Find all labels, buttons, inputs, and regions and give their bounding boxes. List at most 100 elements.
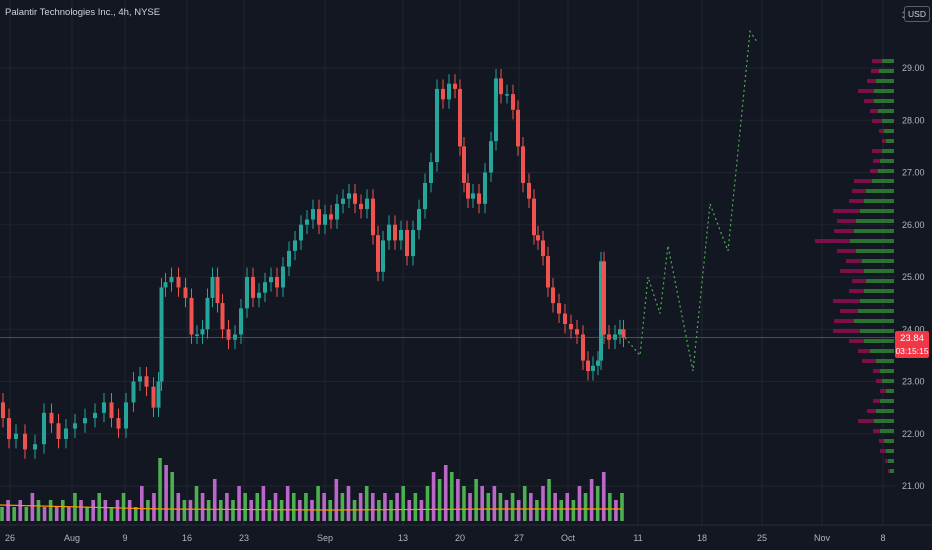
x-tick-label: 13 <box>398 533 408 543</box>
volume-bar <box>565 493 570 521</box>
volume-bar <box>601 472 606 521</box>
volume-bar <box>377 500 381 521</box>
x-tick-label: 8 <box>880 533 885 543</box>
profile-bar-down <box>854 179 872 183</box>
profile-bar-down <box>834 229 854 233</box>
volume-bar <box>255 493 260 521</box>
volume-bar <box>456 479 460 521</box>
profile-bar-down <box>862 359 876 363</box>
volume-bar <box>146 500 150 521</box>
profile-bar-down <box>867 79 876 83</box>
volume-bar <box>176 493 181 521</box>
candle-body <box>371 198 375 236</box>
candle-body <box>557 303 561 314</box>
profile-bar-down <box>852 279 866 283</box>
candle-body <box>613 334 617 340</box>
profile-bar-down <box>870 109 878 113</box>
volume-bar <box>322 493 326 521</box>
volume-bar <box>48 500 53 521</box>
profile-bar-down <box>833 329 860 333</box>
x-tick-label: 11 <box>633 533 642 543</box>
candle-body <box>483 172 487 204</box>
candle-body <box>144 376 149 387</box>
profile-bar-up <box>878 169 894 173</box>
candle-body <box>293 240 297 251</box>
profile-bar-up <box>850 239 894 243</box>
volume-bar <box>383 493 387 521</box>
profile-bar-down <box>882 139 886 143</box>
candle-body <box>56 423 61 439</box>
volume-bar <box>553 493 557 521</box>
profile-bar-up <box>880 429 894 433</box>
profile-bar-up <box>882 59 894 63</box>
volume-bar <box>346 486 351 521</box>
candle-body <box>299 224 303 241</box>
volume-bar <box>85 507 89 521</box>
volume-bar <box>219 500 223 521</box>
candle-body <box>93 412 97 419</box>
candle-body <box>169 277 174 283</box>
candle-body <box>458 88 462 147</box>
candle-body <box>505 94 509 96</box>
candle-body <box>257 292 261 298</box>
candle-body <box>532 198 536 236</box>
y-tick-label: 22.00 <box>902 429 925 439</box>
grid <box>0 0 895 525</box>
profile-bar-up <box>872 179 894 183</box>
profile-bar-up <box>886 139 894 143</box>
profile-bar-down <box>858 349 870 353</box>
candle-body <box>138 376 142 382</box>
volume-bar <box>115 500 120 521</box>
profile-bar-down <box>846 259 862 263</box>
candle-body <box>381 240 385 272</box>
candle-body <box>618 329 622 335</box>
candle-body <box>596 360 600 366</box>
volume-bar <box>42 507 47 521</box>
profile-bar-up <box>886 449 894 453</box>
profile-bar-down <box>872 59 882 63</box>
candle-body <box>447 83 451 100</box>
candle-body <box>176 277 181 288</box>
volume-bar <box>206 500 211 521</box>
candle-body <box>116 418 121 429</box>
volume-bar <box>212 479 217 521</box>
profile-bar-down <box>849 289 864 293</box>
candle-body <box>621 329 626 338</box>
volume-bar <box>401 486 405 521</box>
candle-body <box>200 329 205 335</box>
profile-bar-down <box>873 369 880 373</box>
profile-bar-up <box>876 359 894 363</box>
profile-bar-up <box>886 389 894 393</box>
volume-bar <box>67 507 71 521</box>
volume-bar <box>36 500 41 521</box>
volume-bar <box>24 507 29 521</box>
profile-bar-down <box>849 339 864 343</box>
profile-bar-up <box>890 469 894 473</box>
candle-body <box>546 256 550 288</box>
candle-body <box>516 109 520 147</box>
volume-bar <box>0 507 4 521</box>
profile-bar-up <box>876 409 894 413</box>
currency-button[interactable]: USD <box>904 6 930 22</box>
volume-bar <box>261 486 266 521</box>
profile-bar-up <box>864 339 894 343</box>
volume-bar <box>225 493 229 521</box>
volume-bar <box>571 500 576 521</box>
profile-bar-up <box>864 199 894 203</box>
candle-body <box>281 266 285 288</box>
candle-body <box>226 329 231 340</box>
x-tick-label: 16 <box>182 533 192 543</box>
profile-bar-down <box>858 419 874 423</box>
candle-body <box>239 308 243 335</box>
candle-body <box>393 224 397 241</box>
volume-bar <box>389 500 393 521</box>
candle-body <box>387 224 391 241</box>
volume-bar <box>529 493 533 521</box>
volume-bar <box>121 493 126 521</box>
profile-bar-down <box>834 319 854 323</box>
candle-body <box>429 162 433 183</box>
symbol-title[interactable]: Palantir Technologies Inc., 4h, NYSE <box>5 7 161 18</box>
candle-body <box>210 277 215 298</box>
volume-bar <box>298 500 302 521</box>
